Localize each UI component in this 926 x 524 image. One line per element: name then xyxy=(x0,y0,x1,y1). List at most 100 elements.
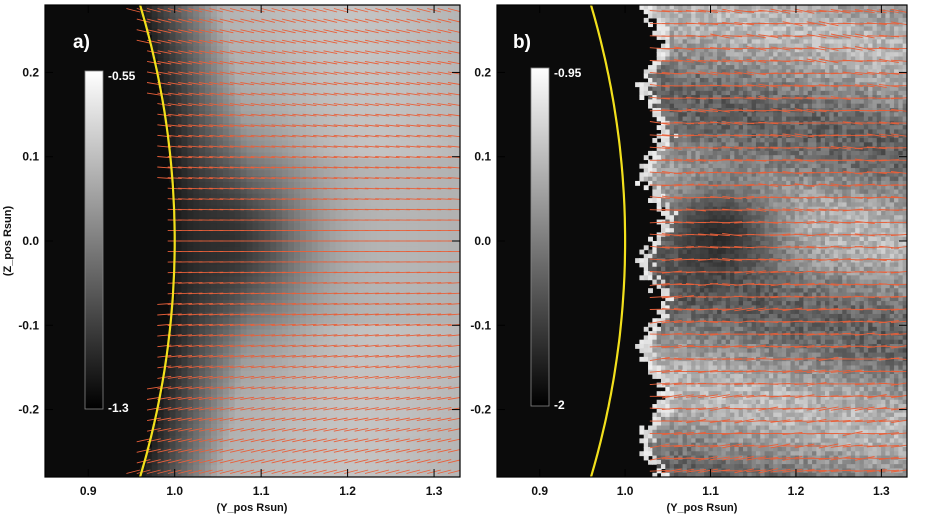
field-cell xyxy=(288,453,295,460)
vector-segment xyxy=(178,459,193,464)
vector-segment xyxy=(281,417,296,422)
field-cell xyxy=(400,453,408,460)
field-cell xyxy=(187,211,194,218)
field-cell xyxy=(365,81,372,89)
field-cell xyxy=(353,93,360,100)
field-cell xyxy=(234,252,242,260)
field-cell xyxy=(222,152,230,159)
field-cell xyxy=(163,40,171,47)
field-cell xyxy=(199,81,206,89)
vector-segment xyxy=(188,303,203,305)
field-cell xyxy=(305,335,313,342)
field-cell xyxy=(258,152,265,159)
vector-segment xyxy=(188,39,203,44)
field-cell xyxy=(258,205,265,213)
field-cell xyxy=(205,34,212,41)
field-cell xyxy=(323,69,331,77)
field-cell xyxy=(430,117,437,124)
field-cell xyxy=(163,465,171,472)
vector-segment xyxy=(292,82,307,86)
field-cell xyxy=(234,282,242,289)
field-cell xyxy=(187,335,194,342)
field-cell xyxy=(406,99,414,106)
vector-segment xyxy=(354,448,369,453)
vector-segment xyxy=(209,344,224,348)
field-cell xyxy=(288,311,295,319)
field-cell xyxy=(365,5,372,12)
field-cell xyxy=(448,288,455,295)
field-cell xyxy=(305,459,313,466)
field-cell xyxy=(365,140,372,148)
vector-segment xyxy=(344,303,359,305)
field-cell xyxy=(252,335,260,342)
vector-segment xyxy=(229,113,244,117)
field-cell xyxy=(412,182,420,189)
field-cell xyxy=(222,370,230,378)
field-cell xyxy=(454,435,460,443)
field-cell xyxy=(270,418,277,425)
field-cell xyxy=(341,388,348,395)
vector-segment xyxy=(312,282,327,284)
field-cell xyxy=(193,58,200,65)
field-cell xyxy=(436,146,443,154)
field-cell xyxy=(388,140,396,148)
field-cell xyxy=(211,105,218,112)
field-cell xyxy=(400,117,408,124)
field-cell xyxy=(442,294,449,301)
field-cell xyxy=(294,359,301,366)
vector-segment xyxy=(271,313,286,316)
field-cell xyxy=(181,40,188,47)
field-cell xyxy=(163,34,171,41)
field-cell xyxy=(175,441,182,449)
field-cell xyxy=(252,246,260,254)
field-cell xyxy=(240,347,248,354)
field-cell xyxy=(371,465,378,472)
field-cell xyxy=(216,75,224,83)
field-cell xyxy=(187,294,194,301)
field-cell xyxy=(294,170,301,177)
field-cell xyxy=(341,418,348,425)
field-cell xyxy=(294,246,301,254)
field-cell xyxy=(448,429,455,437)
field-cell xyxy=(418,105,426,112)
vector-segment xyxy=(240,407,255,411)
field-cell xyxy=(264,16,271,24)
field-cell xyxy=(299,282,307,289)
field-cell xyxy=(317,317,325,325)
field-cell xyxy=(258,447,265,454)
field-cell xyxy=(323,335,331,342)
field-cell xyxy=(282,229,289,236)
field-cell xyxy=(264,46,271,53)
field-cell xyxy=(305,111,313,118)
field-cell xyxy=(305,223,313,230)
field-cell xyxy=(252,182,260,189)
vector-segment xyxy=(271,355,286,358)
vector-segment xyxy=(313,438,327,443)
field-cell xyxy=(377,388,384,395)
field-cell xyxy=(394,370,402,378)
field-cell xyxy=(199,28,206,36)
vector-segment xyxy=(198,448,213,453)
field-cell xyxy=(252,441,260,449)
field-cell xyxy=(406,294,414,301)
field-cell xyxy=(317,453,325,460)
field-cell xyxy=(359,223,366,230)
field-cell xyxy=(157,423,165,431)
vector-segment xyxy=(198,386,213,390)
field-cell xyxy=(430,10,437,18)
field-cell xyxy=(199,5,206,12)
field-cell xyxy=(347,441,354,449)
field-cell xyxy=(359,329,366,336)
field-cell xyxy=(252,471,260,477)
field-cell xyxy=(412,471,420,477)
vector-segment xyxy=(281,448,296,453)
field-cell xyxy=(335,317,343,325)
field-cell xyxy=(382,34,390,41)
field-cell xyxy=(246,34,254,41)
field-cell xyxy=(169,441,177,449)
field-cell xyxy=(228,205,236,213)
vector-segment xyxy=(302,334,317,337)
field-cell xyxy=(400,471,408,477)
vector-segment xyxy=(229,198,244,200)
field-cell xyxy=(216,423,224,431)
